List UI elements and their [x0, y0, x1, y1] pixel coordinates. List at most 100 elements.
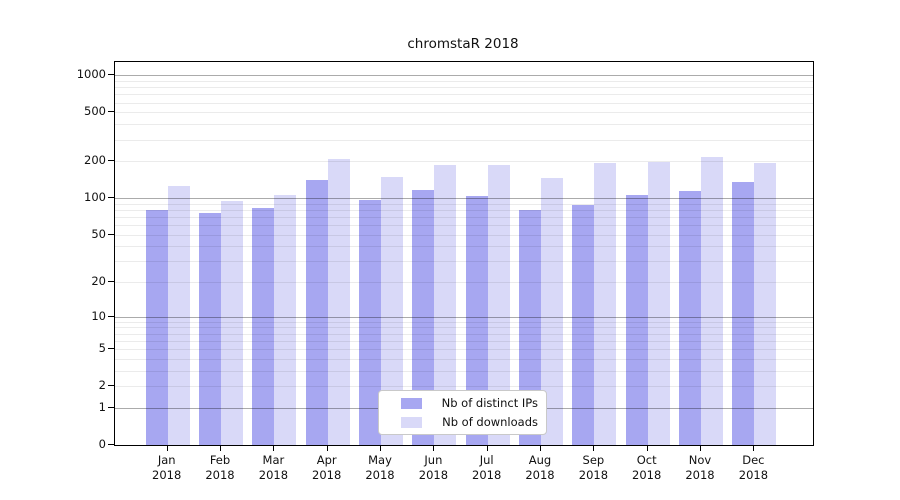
x-label-sep: Sep 2018	[579, 453, 608, 483]
gridline-600	[115, 102, 813, 104]
gridline-9	[115, 321, 813, 323]
x-label-oct: Oct 2018	[632, 453, 661, 483]
x-tick-oct	[646, 446, 648, 451]
y-tick-500	[108, 111, 114, 113]
month-name: May	[368, 453, 392, 467]
month-name: Sep	[582, 453, 605, 467]
x-tick-apr	[326, 446, 328, 451]
y-tick-label-100: 100	[84, 190, 106, 204]
y-tick-label-50: 50	[91, 226, 106, 241]
bar-distinct-ips-oct	[625, 195, 648, 445]
y-tick-label-1: 1	[98, 399, 106, 414]
bar-distinct-ips-dec	[732, 182, 755, 445]
gridline-10	[115, 316, 813, 318]
x-label-apr: Apr 2018	[312, 453, 341, 483]
month-year: 2018	[365, 468, 395, 482]
plot-area	[114, 61, 814, 446]
gridline-4	[115, 358, 813, 360]
gridline-5	[115, 349, 813, 351]
bar-downloads-jan	[167, 186, 190, 445]
gridline-60	[115, 225, 813, 226]
x-label-aug: Aug 2018	[525, 453, 554, 483]
month-name: Jul	[479, 453, 494, 467]
gridline-70	[115, 216, 813, 218]
month-year: 2018	[205, 468, 235, 482]
y-tick-200	[108, 160, 114, 162]
bar-downloads-may	[381, 176, 403, 445]
gridline-8	[115, 327, 813, 329]
x-tick-feb	[220, 446, 221, 451]
month-name: Oct	[636, 453, 657, 467]
bar-downloads-dec	[754, 162, 777, 445]
legend-swatch-distinct-ips	[401, 397, 422, 409]
x-label-nov: Nov 2018	[685, 453, 714, 483]
y-tick-10	[108, 315, 114, 317]
month-year: 2018	[738, 468, 769, 482]
y-tick-100	[108, 197, 114, 198]
month-year: 2018	[258, 468, 289, 482]
legend-item-distinct-ips: Nb of distinct IPs	[401, 396, 538, 411]
y-tick-50	[108, 233, 114, 235]
bar-downloads-feb	[221, 200, 243, 445]
x-label-jun: Jun 2018	[419, 453, 448, 483]
x-tick-dec	[753, 446, 755, 451]
y-tick-label-20: 20	[91, 274, 106, 289]
chart-title: chromstaR 2018	[407, 36, 519, 52]
bar-downloads-nov	[701, 157, 723, 445]
x-label-may: May 2018	[365, 453, 394, 483]
month-name: Mar	[262, 453, 285, 467]
x-label-jan: Jan 2018	[152, 453, 181, 483]
y-tick-label-1000: 1000	[76, 67, 106, 82]
month-year: 2018	[418, 468, 449, 482]
gridline-30	[115, 261, 813, 263]
x-tick-mar	[273, 446, 275, 451]
gridline-7	[115, 333, 813, 335]
month-year: 2018	[152, 468, 182, 482]
bar-distinct-ips-may	[359, 200, 381, 445]
month-name: Feb	[209, 453, 231, 467]
gridline-90	[115, 203, 813, 205]
month-year: 2018	[472, 468, 502, 482]
x-tick-may	[380, 446, 381, 451]
gridline-100	[115, 198, 813, 199]
month-year: 2018	[312, 468, 342, 482]
y-tick-label-5: 5	[98, 341, 106, 356]
y-tick-1	[108, 406, 114, 408]
x-tick-sep	[593, 446, 595, 451]
y-tick-label-10: 10	[91, 308, 106, 323]
legend: Nb of distinct IPs Nb of downloads	[378, 390, 547, 435]
y-tick-5	[108, 348, 114, 350]
month-year: 2018	[685, 468, 715, 482]
legend-swatch-downloads	[401, 416, 422, 428]
bar-downloads-apr	[327, 158, 350, 445]
legend-label-distinct-ips: Nb of distinct IPs	[441, 396, 538, 410]
gridline-80	[115, 209, 813, 211]
bar-distinct-ips-aug	[519, 209, 541, 445]
bar-downloads-mar	[274, 195, 297, 445]
x-tick-nov	[700, 446, 701, 451]
y-tick-1000	[108, 74, 114, 76]
month-year: 2018	[632, 468, 662, 482]
bar-downloads-sep	[594, 163, 617, 445]
bar-downloads-oct	[647, 161, 670, 445]
y-tick-2	[108, 385, 114, 387]
y-tick-label-500: 500	[84, 104, 106, 119]
gridline-3	[115, 370, 813, 372]
month-name: Aug	[528, 453, 552, 467]
gridline-500	[115, 112, 813, 114]
gridline-800	[115, 87, 813, 89]
gridline-50	[115, 234, 813, 236]
month-name: Apr	[316, 453, 337, 467]
x-label-jul: Jul 2018	[472, 453, 501, 483]
month-name: Dec	[742, 453, 765, 467]
month-name: Jun	[424, 453, 443, 467]
x-label-feb: Feb 2018	[205, 453, 234, 483]
bar-downloads-aug	[541, 177, 563, 445]
bar-downloads-jul	[487, 165, 510, 445]
gridline-6	[115, 340, 813, 342]
bar-distinct-ips-jul	[465, 195, 488, 445]
y-tick-20	[108, 281, 114, 283]
bar-distinct-ips-feb	[199, 213, 221, 445]
gridline-400	[115, 124, 813, 126]
bar-distinct-ips-mar	[252, 207, 275, 445]
